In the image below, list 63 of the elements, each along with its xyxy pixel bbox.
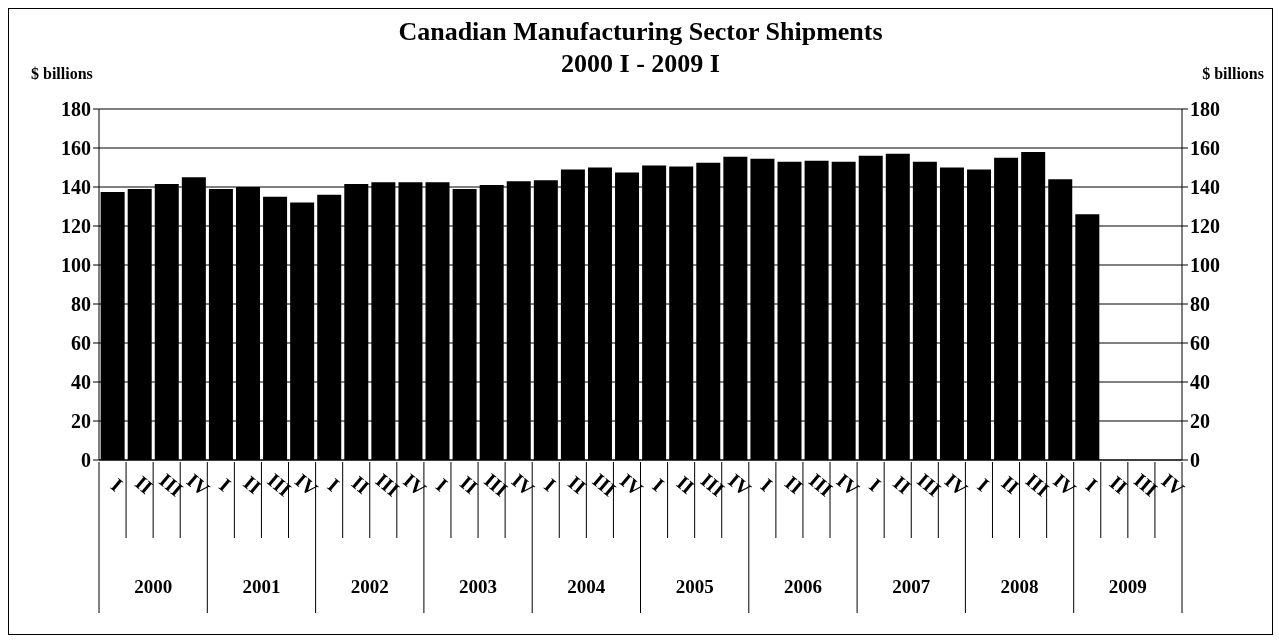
y-tick-label: 0 [81, 449, 91, 472]
text: 2006 [783, 576, 822, 597]
y2-tick-label: 120 [1190, 215, 1220, 238]
chart-title: Canadian Manufacturing Sector Shipments [397, 17, 884, 47]
text: 2007 [892, 576, 931, 597]
x-tick-label: IV [724, 469, 756, 501]
text: 2002 [350, 576, 389, 597]
x-tick-label: II [239, 471, 266, 499]
x-tick-label: IV [182, 469, 215, 501]
text: 2005 [675, 576, 714, 597]
text: 2008 [1000, 576, 1039, 597]
x-tick-label: I [1081, 473, 1102, 496]
text: 2001 [242, 576, 281, 597]
y-tick-label: 180 [61, 98, 91, 121]
x-tick-label: I [215, 473, 236, 496]
x-tick-label: I [756, 473, 778, 496]
y-tick-label: 60 [71, 332, 91, 355]
text: 2000 [134, 576, 173, 597]
x-tick-label: I [865, 473, 886, 496]
text: 2004 [567, 576, 606, 597]
x-tick-label: II [672, 471, 699, 499]
y-tick-label: 20 [71, 410, 91, 433]
y-tick-label: 40 [71, 371, 91, 394]
y-axis-title: $ billions [31, 65, 93, 83]
y-tick-label: 80 [71, 293, 91, 316]
x-tick-label: I [431, 473, 453, 496]
x-tick-label: I [973, 473, 994, 496]
y2-tick-label: 40 [1190, 371, 1210, 394]
x-tick-label: IV [507, 469, 540, 501]
y2-tick-label: 60 [1190, 332, 1210, 355]
x-tick-label: II [780, 471, 808, 499]
x-tick-label: II [1105, 471, 1133, 499]
y-tick-label: 160 [61, 137, 91, 160]
text: 2009 [1108, 576, 1147, 597]
y-tick-label: 100 [61, 254, 91, 277]
x-tick-label: IV [1157, 469, 1189, 501]
x-tick-label: II [347, 471, 374, 499]
y2-tick-label: 100 [1190, 254, 1220, 277]
y-tick-label: 140 [61, 176, 91, 199]
x-tick-label: II [455, 471, 483, 499]
x-tick-label: IV [832, 469, 865, 501]
x-tick-label: I [540, 473, 561, 496]
x-tick-label: I [106, 473, 128, 496]
x-tick-label: I [648, 473, 669, 496]
x-tick-label: II [131, 471, 158, 499]
y2-tick-label: 160 [1190, 137, 1220, 160]
y2-tick-label: 180 [1190, 98, 1220, 121]
x-tick-label: IV [1049, 469, 1081, 501]
y2-tick-label: 80 [1190, 293, 1210, 316]
y2-tick-label: 140 [1190, 176, 1220, 199]
chart-subtitle: 2000 I - 2009 I [561, 49, 720, 78]
x-tick-label: II [564, 471, 591, 499]
x-tick-label: II [997, 471, 1024, 499]
x-tick-label: IV [940, 469, 973, 501]
text: 2003 [459, 576, 498, 597]
x-tick-label: IV [399, 469, 431, 501]
y2-tick-label: 20 [1190, 410, 1210, 433]
y2-tick-label: 0 [1190, 449, 1200, 472]
x-tick-label: IV [615, 469, 648, 501]
y2-axis-title: $ billions [1202, 65, 1264, 83]
y-tick-label: 120 [61, 215, 91, 238]
x-tick-label: I [323, 473, 344, 496]
x-tick-label: II [889, 471, 916, 499]
